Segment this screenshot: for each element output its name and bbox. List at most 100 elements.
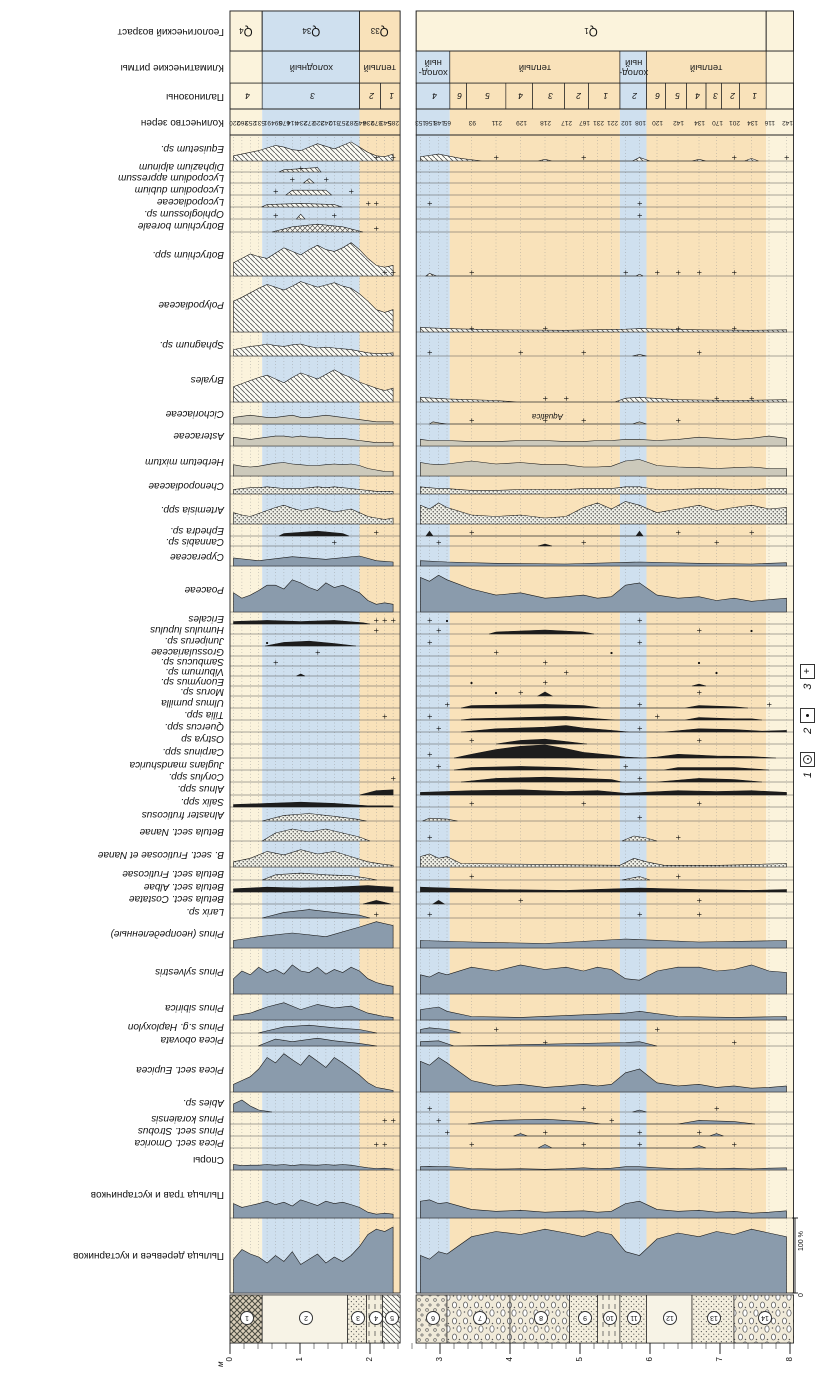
curve — [233, 579, 394, 613]
curve — [285, 189, 333, 196]
curve — [233, 849, 394, 868]
lithology-unit-number: 7 — [472, 1311, 487, 1325]
curve — [233, 504, 394, 525]
grain-count: 142 — [781, 119, 793, 126]
taxon-label: Pinus sylvestris — [155, 966, 224, 977]
palynozone-label: 6 — [655, 91, 660, 101]
climate-label: холод- ный — [418, 57, 448, 78]
grain-count: 129 — [515, 119, 527, 126]
taxon-label: Sphagnum sp. — [159, 339, 225, 350]
curve — [425, 530, 644, 537]
plus-mark: + — [348, 189, 356, 195]
plus-mark: + — [730, 155, 738, 161]
plus-mark: + — [695, 690, 703, 696]
palynozone-label: 6 — [457, 91, 463, 101]
plus-mark: + — [468, 738, 476, 744]
legend: 1 2 3 + — [800, 663, 815, 778]
plus-mark: + — [695, 350, 703, 356]
plus-mark: + — [426, 618, 434, 624]
taxon-label: Polypodiaceae — [158, 299, 224, 310]
curve — [261, 828, 371, 842]
curve — [233, 435, 394, 447]
curve — [233, 242, 394, 277]
palynozone-label: 2 — [632, 91, 638, 101]
curve — [467, 1118, 756, 1125]
curve — [262, 909, 371, 919]
depth-tick-label: 4 — [505, 1357, 514, 1362]
curve — [257, 1024, 378, 1034]
palynozone-label: 4 — [432, 91, 437, 101]
curve — [233, 281, 394, 333]
grain-count: 167 — [578, 119, 590, 126]
plus-mark: + — [331, 540, 339, 546]
plus-mark: + — [426, 835, 434, 841]
column-title: Палинозоны — [166, 91, 224, 102]
curve — [233, 1226, 394, 1294]
plus-mark: + — [695, 1130, 703, 1136]
plus-mark: + — [426, 912, 434, 918]
plus-mark: + — [695, 270, 703, 276]
annotation: Aquatica — [531, 412, 563, 421]
curve — [257, 1037, 378, 1047]
plus-mark: + — [381, 270, 389, 276]
grain-count: 116 — [764, 119, 775, 126]
column-title: Климатические ритмы — [120, 62, 225, 73]
plus-mark: + — [674, 874, 682, 880]
taxon-label: Pinus sect. Strobus — [137, 1125, 224, 1136]
plus-mark: + — [748, 396, 756, 402]
plus-mark: + — [695, 898, 703, 904]
plus-mark: + — [289, 177, 297, 183]
plus-mark: + — [622, 270, 630, 276]
lithology-unit-number: 10 — [602, 1311, 617, 1325]
plus-mark: + — [636, 618, 644, 624]
plus-mark: + — [541, 396, 549, 402]
curve — [233, 555, 394, 567]
plus-mark: + — [580, 1106, 588, 1112]
depth-tick-label: 6 — [645, 1357, 654, 1362]
plus-mark: + — [373, 530, 381, 536]
taxon-label: Cichoriaceae — [165, 408, 224, 419]
curve — [233, 343, 394, 357]
plus-mark: + — [381, 1118, 389, 1124]
curve — [233, 141, 394, 162]
grain-count: 142 — [673, 119, 684, 126]
depth-tick-label: 2 — [365, 1357, 374, 1362]
plus-mark: + — [580, 540, 588, 546]
plus-mark: + — [674, 835, 682, 841]
plus-mark: + — [653, 714, 661, 720]
taxon-label: Cyperaceae — [170, 551, 224, 562]
climate-label: холод- ный — [618, 57, 648, 78]
plus-mark: + — [783, 155, 791, 161]
plus-mark: + — [390, 1118, 398, 1124]
curve — [295, 213, 306, 220]
plus-mark: + — [390, 155, 398, 161]
plus-mark: + — [562, 670, 570, 676]
taxon-label: Picea sect. Eupicea — [136, 1064, 224, 1075]
plus-mark: + — [435, 726, 443, 732]
plus-mark: + — [695, 912, 703, 918]
curve — [420, 1199, 787, 1219]
taxon-label: Carpinus spp. — [162, 746, 224, 757]
climate-box — [765, 50, 794, 84]
lithology-unit-number: 1 — [240, 1311, 255, 1325]
plus-mark: + — [674, 530, 682, 536]
palynozone-label: 4 — [695, 91, 701, 101]
curve — [233, 921, 394, 949]
curve — [460, 704, 749, 709]
plus-mark: + — [695, 738, 703, 744]
plus-mark: + — [636, 815, 644, 821]
curve — [536, 691, 554, 697]
taxon-label: Quercus spp. — [164, 721, 224, 732]
curve — [233, 462, 394, 477]
plus-mark: + — [562, 396, 570, 402]
plus-mark: + — [426, 201, 434, 207]
grain-count: 211 — [491, 119, 502, 126]
palynozone-label: 4 — [518, 91, 524, 101]
plus-mark: + — [373, 912, 381, 918]
curve — [428, 421, 647, 425]
taxon-label: Pinus s.g. Haploxylon — [127, 1021, 224, 1033]
plus-mark: + — [331, 213, 339, 219]
plus-mark: + — [390, 270, 398, 276]
